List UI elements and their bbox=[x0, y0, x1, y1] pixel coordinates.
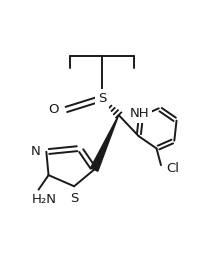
Text: H₂N: H₂N bbox=[32, 193, 57, 206]
Polygon shape bbox=[90, 115, 119, 171]
Text: NH: NH bbox=[130, 107, 149, 120]
Text: S: S bbox=[98, 92, 106, 105]
Text: O: O bbox=[48, 103, 58, 116]
Text: N: N bbox=[31, 145, 41, 158]
Text: Cl: Cl bbox=[166, 162, 180, 175]
Text: S: S bbox=[70, 192, 78, 205]
